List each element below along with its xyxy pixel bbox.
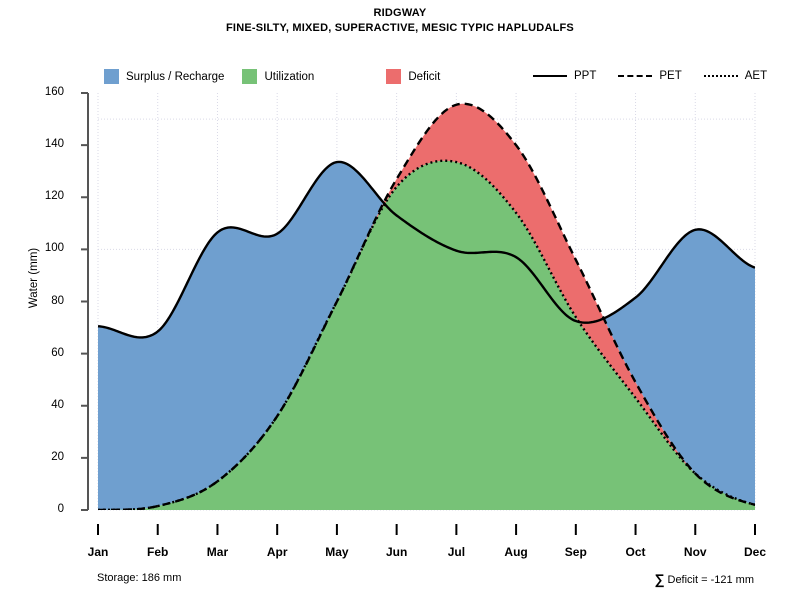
- x-tick-apr: Apr: [266, 545, 288, 559]
- x-tick-aug: Aug: [504, 545, 528, 559]
- legend-label-aet: AET: [744, 70, 768, 82]
- curve-pet: [98, 102, 755, 510]
- line-legend: PPT PET AET: [533, 69, 767, 83]
- summation-symbol: ∑: [654, 571, 665, 587]
- x-tick-dec: Dec: [743, 545, 766, 559]
- storage-annotation: Storage: 186 mm: [97, 572, 182, 584]
- x-tick-jun: Jun: [385, 545, 408, 559]
- x-tick-may: May: [325, 545, 349, 559]
- deficit-sum-annotation: ∑ Deficit = -121 mm: [654, 571, 754, 587]
- legend-swatch-surplus-recharge: [104, 69, 119, 84]
- area-surplus-recharge: [98, 161, 755, 510]
- legend-item-aet[interactable]: AET: [703, 69, 768, 83]
- curve-ppt: [98, 160, 755, 339]
- y-tick-80: 80: [51, 294, 64, 307]
- y-tick-160: 160: [44, 86, 64, 98]
- deficit-sum-text: Deficit = -121 mm: [664, 574, 754, 586]
- legend-swatch-deficit: [386, 69, 402, 84]
- legend-label-utilization: Utilization: [264, 70, 315, 83]
- y-tick-140: 140: [44, 138, 64, 151]
- legend-line-key-aet: [703, 69, 738, 83]
- x-tick-sep: Sep: [564, 545, 587, 559]
- y-tick-60: 60: [51, 346, 64, 359]
- legend-label-surplus-recharge: Surplus / Recharge: [126, 70, 225, 83]
- curve-aet: [98, 159, 755, 510]
- legend-item-surplus-recharge[interactable]: Surplus / Recharge: [104, 69, 224, 84]
- legend-label-deficit: Deficit: [408, 70, 441, 83]
- x-tick-jan: Jan: [87, 545, 109, 559]
- legend-item-deficit[interactable]: Deficit: [386, 69, 440, 84]
- area-utilization: [98, 160, 755, 510]
- y-tick-20: 20: [51, 450, 64, 463]
- legend-item-ppt[interactable]: PPT: [533, 69, 596, 83]
- y-tick-120: 120: [44, 190, 64, 203]
- y-tick-100: 100: [44, 242, 64, 255]
- legend-line-key-ppt: [533, 69, 567, 83]
- legend-item-utilization[interactable]: Utilization: [242, 69, 314, 84]
- legend-swatch-utilization: [242, 69, 258, 84]
- chart-title-line2: FINE-SILTY, MIXED, SUPERACTIVE, MESIC TY…: [226, 22, 574, 34]
- chart-title-line1: RIDGWAY: [373, 7, 427, 19]
- y-tick-40: 40: [51, 398, 64, 411]
- legend-item-pet[interactable]: PET: [618, 69, 682, 83]
- x-tick-nov: Nov: [683, 545, 707, 559]
- area-deficit: [345, 103, 693, 471]
- x-tick-jul: Jul: [447, 545, 466, 559]
- legend-line-key-pet: [618, 69, 653, 83]
- y-axis-ticks: 0 20 40 60 80 100 120 140 160: [24, 0, 64, 600]
- legend-label-pet: PET: [659, 70, 682, 82]
- fill-legend: Surplus / Recharge Utilization Deficit: [104, 69, 440, 84]
- y-tick-0: 0: [57, 503, 64, 515]
- x-tick-mar: Mar: [206, 545, 229, 559]
- x-tick-oct: Oct: [625, 545, 646, 559]
- legend-label-ppt: PPT: [574, 70, 597, 82]
- chart-title: RIDGWAY FINE-SILTY, MIXED, SUPERACTIVE, …: [0, 6, 800, 36]
- x-tick-feb: Feb: [147, 545, 169, 559]
